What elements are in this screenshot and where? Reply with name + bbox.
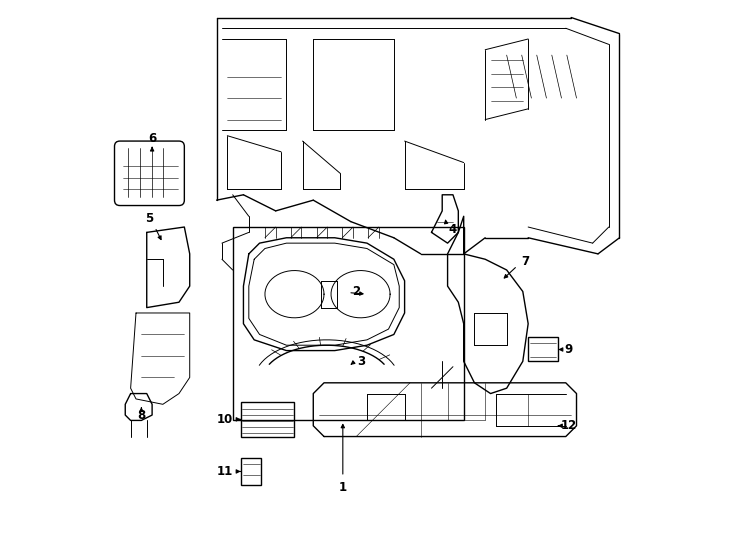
Text: 8: 8 bbox=[137, 409, 145, 422]
Text: 11: 11 bbox=[217, 465, 233, 478]
Bar bbox=[528, 337, 558, 361]
Bar bbox=[233, 227, 464, 421]
Text: 4: 4 bbox=[448, 223, 457, 236]
Text: 1: 1 bbox=[339, 481, 347, 494]
Text: 10: 10 bbox=[217, 413, 233, 426]
Text: 9: 9 bbox=[564, 343, 573, 356]
Text: 2: 2 bbox=[352, 285, 360, 298]
Text: 3: 3 bbox=[357, 355, 366, 368]
Text: 12: 12 bbox=[560, 419, 577, 433]
Text: 5: 5 bbox=[145, 212, 153, 226]
Text: 6: 6 bbox=[148, 132, 156, 145]
Text: 7: 7 bbox=[521, 255, 529, 268]
Bar bbox=[241, 458, 261, 485]
Bar bbox=[241, 402, 294, 436]
